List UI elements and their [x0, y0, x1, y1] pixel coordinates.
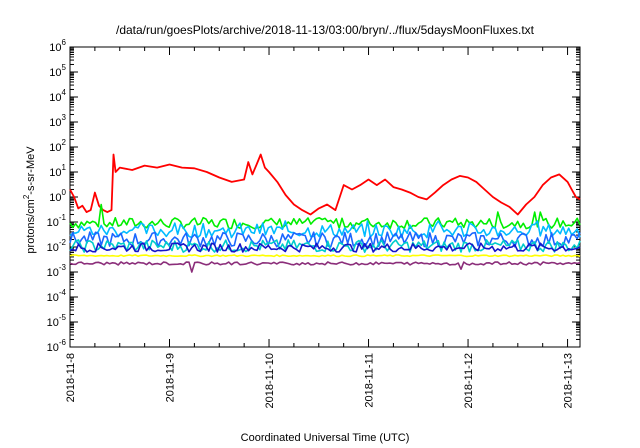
y-axis-title-suffix: -s-sr-MeV	[25, 146, 37, 195]
y-tick-label: 105	[49, 63, 66, 79]
y-tick-exponent: 3	[62, 113, 67, 122]
y-tick-label: 10-4	[47, 288, 67, 304]
y-axis-title: protons/cm2-s-sr-MeV	[22, 146, 37, 254]
y-tick-label: 10-2	[47, 238, 67, 254]
y-tick-exponent: 0	[62, 188, 67, 197]
y-tick-label: 10-5	[47, 313, 67, 329]
series-line-4	[69, 231, 581, 248]
y-tick-label: 103	[49, 113, 66, 129]
y-tick-exponent: -5	[59, 313, 67, 322]
y-tick-base: 10	[47, 342, 59, 354]
series-line-7	[69, 254, 581, 258]
y-tick-base: 10	[49, 92, 61, 104]
x-axis-title: Coordinated Universal Time (UTC)	[241, 432, 410, 444]
y-tick-base: 10	[49, 67, 61, 79]
y-tick-exponent: 1	[62, 163, 67, 172]
y-tick-exponent: -1	[59, 213, 67, 222]
series-group	[69, 153, 581, 273]
y-tick-exponent: 6	[62, 38, 67, 47]
y-tick-exponent: 4	[62, 88, 67, 97]
series-line-3	[69, 220, 581, 239]
y-tick-base: 10	[47, 242, 59, 254]
y-tick-base: 10	[47, 317, 59, 329]
plot-frame	[69, 46, 581, 348]
series-line-1	[69, 153, 581, 216]
y-tick-exponent: -3	[59, 263, 67, 272]
y-tick-exponent: -4	[59, 288, 67, 297]
y-tick-base: 10	[49, 42, 61, 54]
y-axis-title-prefix: protons/cm	[25, 199, 37, 253]
plot-border	[69, 46, 581, 348]
x-axis: 2018-11-8 2018-11-9 2018-11-10 2018-11-11 20…	[65, 47, 575, 408]
series-line-2	[69, 203, 581, 230]
y-tick-label: 101	[49, 163, 66, 179]
y-tick-base: 10	[47, 267, 59, 279]
y-axis: 10-610-510-410-310-210-11001011021031041…	[47, 38, 580, 354]
chart-title: /data/run/goesPlots/archive/2018-11-13/0…	[116, 23, 535, 37]
y-axis-title-sup: 2	[22, 194, 31, 199]
series-line-8	[69, 261, 581, 273]
series-line-6	[69, 242, 581, 253]
y-tick-label: 104	[49, 88, 66, 104]
y-tick-label: 10-3	[47, 263, 67, 279]
x-tick-label: 2018-11-11	[364, 353, 376, 408]
y-tick-label: 100	[49, 188, 66, 204]
y-tick-exponent: 5	[62, 63, 67, 72]
y-tick-exponent: -2	[59, 238, 67, 247]
y-tick-base: 10	[47, 217, 59, 229]
y-tick-exponent: -6	[59, 338, 67, 347]
x-tick-label: 2018-11-9	[165, 353, 177, 402]
x-tick-label: 2018-11-13	[563, 353, 575, 408]
x-tick-label: 2018-11-12	[463, 353, 475, 408]
y-tick-base: 10	[49, 167, 61, 179]
x-tick-label: 2018-11-10	[264, 353, 276, 408]
y-tick-label: 102	[49, 138, 66, 154]
x-tick-label: 2018-11-8	[65, 353, 77, 402]
y-tick-base: 10	[49, 192, 61, 204]
y-tick-exponent: 2	[62, 138, 67, 147]
y-tick-label: 106	[49, 38, 66, 54]
y-tick-base: 10	[49, 117, 61, 129]
y-tick-base: 10	[49, 142, 61, 154]
series-line-5	[69, 239, 581, 253]
y-tick-base: 10	[47, 292, 59, 304]
y-tick-label: 10-1	[47, 213, 67, 229]
y-tick-label: 10-6	[47, 338, 67, 354]
